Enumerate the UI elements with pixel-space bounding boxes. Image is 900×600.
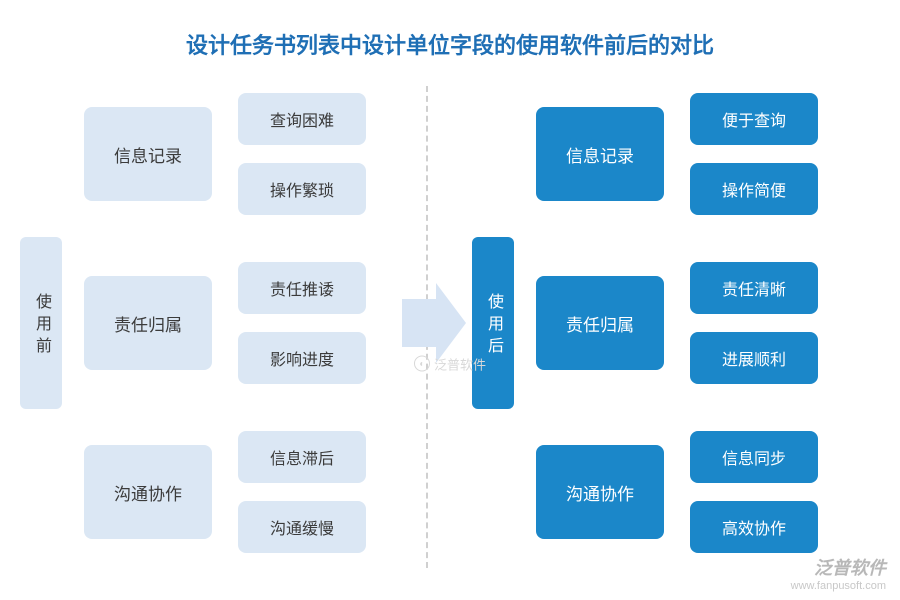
before-leaf-0-1: 操作繁琐 [238,163,366,215]
after-group-0: 信息记录 便于查询 操作简便 [536,93,818,215]
before-category-1: 责任归属 [84,276,212,370]
before-leaf-2-1: 沟通缓慢 [238,501,366,553]
after-leaf-0-0: 便于查询 [690,93,818,145]
after-group-2: 沟通协作 信息同步 高效协作 [536,431,818,553]
after-category-0: 信息记录 [536,107,664,201]
before-category-2: 沟通协作 [84,445,212,539]
after-groups: 信息记录 便于查询 操作简便 责任归属 责任清晰 进展顺利 沟通协作 信息同步 … [536,93,818,553]
after-leaf-2-1: 高效协作 [690,501,818,553]
before-category-0: 信息记录 [84,107,212,201]
before-root-box: 使用前 [20,237,62,409]
before-leaf-2-0: 信息滞后 [238,431,366,483]
transition-arrow-icon [402,283,466,363]
diagram-content: 使用前 信息记录 查询困难 操作繁琐 责任归属 责任推诿 影响进度 沟通协作 信… [0,68,900,578]
before-leaf-1-1: 影响进度 [238,332,366,384]
before-leaf-0-0: 查询困难 [238,93,366,145]
watermark-url: www.fanpusoft.com [791,580,886,592]
before-leaf-1-0: 责任推诿 [238,262,366,314]
before-group-2: 沟通协作 信息滞后 沟通缓慢 [84,431,366,553]
after-category-1: 责任归属 [536,276,664,370]
after-leaf-1-1: 进展顺利 [690,332,818,384]
after-leaf-2-0: 信息同步 [690,431,818,483]
after-group-1: 责任归属 责任清晰 进展顺利 [536,262,818,384]
after-category-2: 沟通协作 [536,445,664,539]
after-root-box: 使用后 [472,237,514,409]
after-leaf-0-1: 操作简便 [690,163,818,215]
page-title: 设计任务书列表中设计单位字段的使用软件前后的对比 [0,0,900,68]
before-group-0: 信息记录 查询困难 操作繁琐 [84,93,366,215]
before-side: 使用前 信息记录 查询困难 操作繁琐 责任归属 责任推诿 影响进度 沟通协作 信… [20,68,366,578]
after-side: 使用后 信息记录 便于查询 操作简便 责任归属 责任清晰 进展顺利 沟通协作 信… [472,68,818,578]
before-groups: 信息记录 查询困难 操作繁琐 责任归属 责任推诿 影响进度 沟通协作 信息滞后 … [84,93,366,553]
before-group-1: 责任归属 责任推诿 影响进度 [84,262,366,384]
after-leaf-1-0: 责任清晰 [690,262,818,314]
